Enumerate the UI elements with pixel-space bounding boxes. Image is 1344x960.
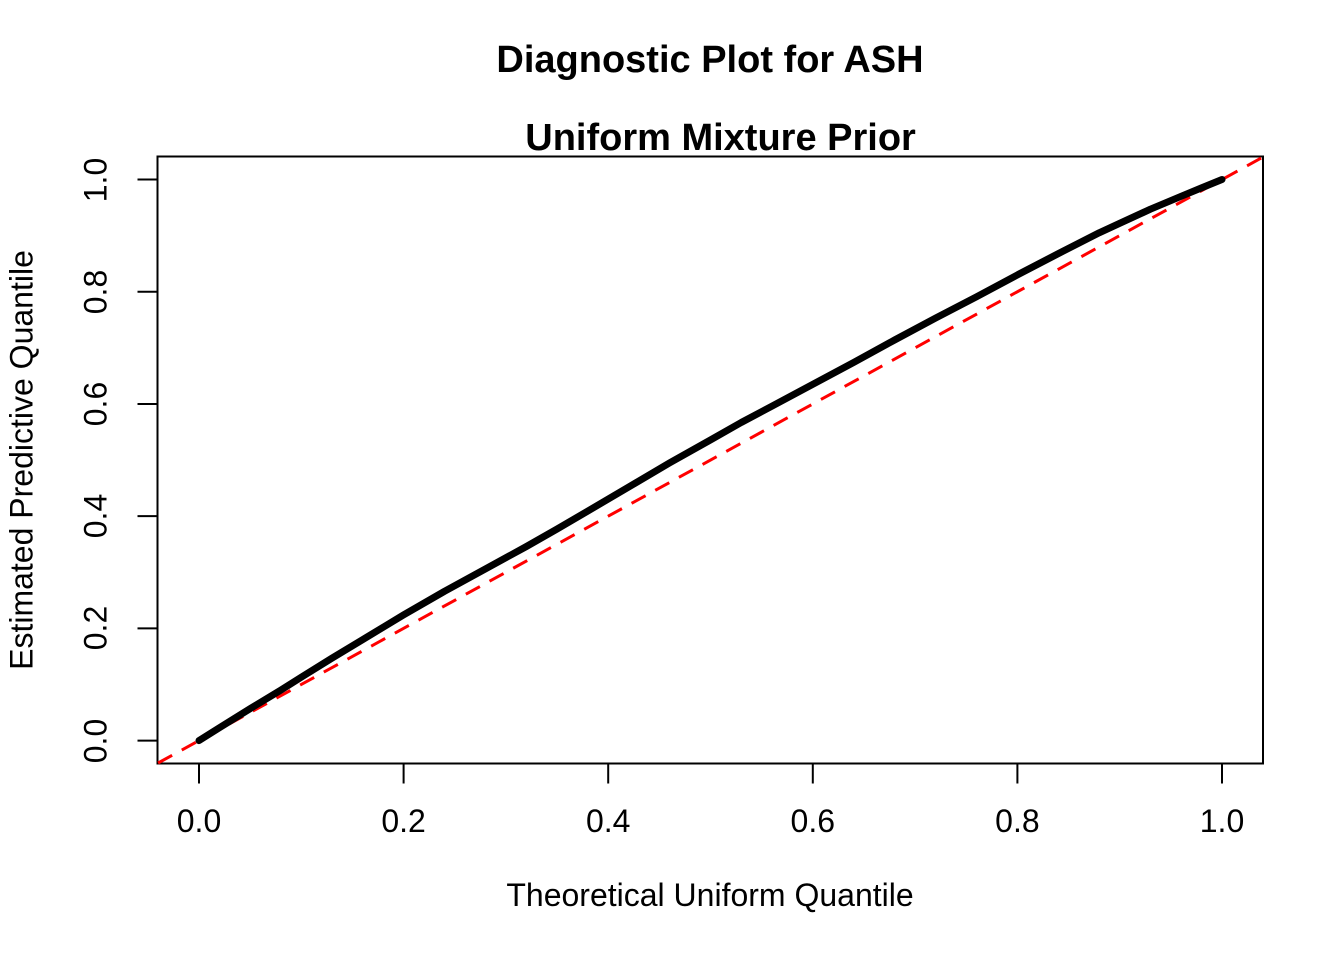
plot-title: Diagnostic Plot for ASH Uniform Mixture … [157,41,1263,158]
y-tick-label: 0.2 [77,606,114,651]
y-tick-label: 0.6 [77,381,114,427]
x-tick-label: 0.6 [790,803,836,839]
x-tick-label: 0.2 [381,803,426,839]
y-tick-label: 0.8 [77,269,114,314]
plot-title-line1: Diagnostic Plot for ASH [496,39,924,81]
x-axis-label: Theoretical Uniform Quantile [506,877,914,913]
x-tick-label: 0.8 [995,803,1040,839]
y-tick-label: 1.0 [77,157,114,202]
estimated-predictive-quantile-curve [195,176,1226,745]
identity-reference-line [157,155,1264,765]
y-axis-label: Estimated Predictive Quantile [3,250,40,670]
y-tick-label: 0.4 [77,493,114,539]
x-tick-label: 1.0 [1199,803,1245,839]
plot-title-line2: Uniform Mixture Prior [525,117,916,159]
x-tick-label: 0.4 [585,803,631,839]
y-tick-label: 0.0 [77,718,114,763]
x-tick-label: 0.0 [176,803,222,839]
plot-border-box [156,155,1264,765]
